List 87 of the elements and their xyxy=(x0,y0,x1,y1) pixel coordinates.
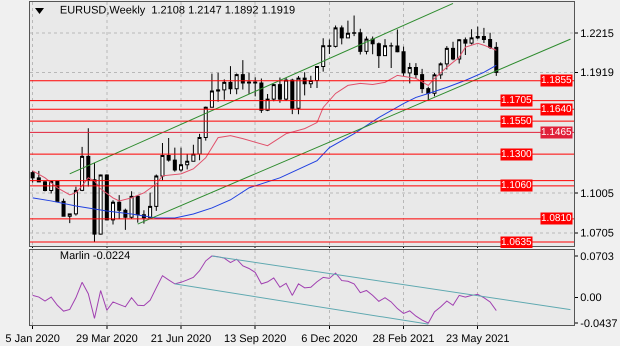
candlestick xyxy=(352,14,356,37)
candlestick xyxy=(346,20,350,38)
candlestick xyxy=(457,38,462,64)
candlestick xyxy=(395,28,400,53)
x-tick-label: 29 Mar 2020 xyxy=(76,333,138,346)
y-tick-label: -0.0437 xyxy=(580,318,618,330)
candlestick xyxy=(228,66,232,95)
candlestick xyxy=(476,26,480,40)
x-tick-label: 5 Jan 2020 xyxy=(5,333,60,346)
candlestick xyxy=(185,153,190,170)
candlestick xyxy=(327,39,332,54)
ref-line-label: 1.1640 xyxy=(541,104,572,115)
candlestick xyxy=(68,212,72,224)
candlestick xyxy=(210,73,214,108)
candlestick xyxy=(253,76,258,97)
x-tick-label: 21 Jun 2020 xyxy=(150,333,212,346)
x-tick-label: 28 Feb 2021 xyxy=(372,333,434,346)
candlestick xyxy=(222,78,226,100)
candlestick xyxy=(315,66,320,89)
candlestick xyxy=(296,76,300,115)
ref-line-label: 1.0810 xyxy=(541,213,572,224)
candlestick xyxy=(402,46,406,76)
ref-line-label: 1.0635 xyxy=(501,237,532,248)
candlestick xyxy=(30,170,35,184)
candlestick xyxy=(470,28,474,45)
candlestick xyxy=(426,86,430,102)
candlestick xyxy=(383,38,388,56)
candlestick xyxy=(117,194,122,220)
candlestick xyxy=(111,200,116,225)
candlestick xyxy=(482,27,486,44)
candlestick xyxy=(444,46,449,70)
line-series xyxy=(32,42,497,202)
candlestick xyxy=(463,37,468,56)
candlestick xyxy=(247,72,252,95)
candlestick xyxy=(148,192,152,219)
line-series xyxy=(32,64,497,218)
candlestick xyxy=(494,42,498,76)
candlestick xyxy=(74,186,78,216)
candlestick xyxy=(179,147,184,172)
candlestick xyxy=(364,36,368,55)
candlestick xyxy=(272,83,276,102)
candlestick xyxy=(321,38,326,72)
candlestick xyxy=(290,78,294,115)
x-tick-label: 23 May 2021 xyxy=(446,333,510,346)
candlestick xyxy=(198,133,202,161)
candlestick xyxy=(166,138,171,162)
y-tick-label: 1.0705 xyxy=(580,228,614,240)
y-tick-label: 1.2215 xyxy=(580,28,614,40)
ref-line-label: 1.1300 xyxy=(501,149,532,160)
x-tick-label: 13 Sep 2020 xyxy=(224,333,286,346)
ref-line-label: 1.1060 xyxy=(501,180,532,191)
candlestick xyxy=(123,208,128,230)
candlestick xyxy=(302,72,307,96)
candlestick xyxy=(488,32,492,50)
candlestick xyxy=(358,28,362,55)
y-tick-label: 0.0703 xyxy=(580,250,614,263)
candlestick xyxy=(130,190,134,220)
y-tick-label: 1.1005 xyxy=(580,188,614,200)
candlestick xyxy=(191,144,196,162)
x-tick-label: 6 Dec 2020 xyxy=(301,333,358,346)
candlestick xyxy=(136,194,140,224)
chart-title: EURUSD,Weekly 1.2108 1.2147 1.1892 1.1919 xyxy=(60,4,296,16)
candlestick xyxy=(216,72,220,102)
candlestick xyxy=(240,60,245,90)
ref-line-label: 1.1465 xyxy=(541,127,572,138)
candlestick xyxy=(160,142,164,181)
candlestick xyxy=(370,36,375,55)
y-tick-label: 0.00 xyxy=(580,292,602,304)
candlestick xyxy=(86,128,90,188)
candlestick xyxy=(62,198,66,218)
candlestick xyxy=(408,62,412,84)
candlestick xyxy=(172,147,177,172)
candlestick xyxy=(92,162,96,242)
candlestick xyxy=(234,73,239,95)
ref-line-label: 1.1550 xyxy=(501,116,532,127)
ref-line-label: 1.1855 xyxy=(541,75,572,86)
chart-title: Marlin -0.0224 xyxy=(60,250,130,262)
candlestick xyxy=(334,25,338,48)
candlestick xyxy=(414,62,418,79)
candlestick xyxy=(340,25,344,45)
ref-line-label: 1.1705 xyxy=(501,95,532,106)
candlestick xyxy=(284,76,288,102)
candlestick xyxy=(278,76,282,104)
candlestick xyxy=(451,41,456,61)
candlestick xyxy=(376,42,381,68)
y-tick-label: 1.1919 xyxy=(580,67,614,80)
candlestick xyxy=(389,42,394,68)
